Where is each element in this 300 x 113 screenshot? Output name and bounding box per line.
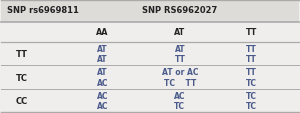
Text: AT: AT xyxy=(175,45,185,54)
Text: AC: AC xyxy=(174,91,186,100)
Text: SNP rs6969811: SNP rs6969811 xyxy=(7,6,79,15)
Text: TC: TC xyxy=(16,73,28,82)
Bar xyxy=(1,66,299,89)
Text: TT: TT xyxy=(246,45,257,54)
Text: AT or AC: AT or AC xyxy=(162,68,198,77)
Text: TT: TT xyxy=(16,50,28,59)
Text: AC: AC xyxy=(97,91,108,100)
Bar xyxy=(1,1,299,23)
Text: AA: AA xyxy=(96,28,109,37)
Text: AT: AT xyxy=(97,45,107,54)
Text: TT: TT xyxy=(246,28,257,37)
Text: TT: TT xyxy=(246,55,257,64)
Bar xyxy=(1,43,299,66)
Text: TC: TC xyxy=(246,101,257,110)
Text: AC: AC xyxy=(97,101,108,110)
Text: TC: TC xyxy=(174,101,185,110)
Text: AT: AT xyxy=(97,55,107,64)
Text: TC    TT: TC TT xyxy=(164,78,196,87)
Text: CC: CC xyxy=(16,96,28,105)
Bar xyxy=(1,89,299,112)
Text: TC: TC xyxy=(246,78,257,87)
Text: AT: AT xyxy=(97,68,107,77)
Text: TC: TC xyxy=(246,91,257,100)
Text: TT: TT xyxy=(174,55,185,64)
Text: TT: TT xyxy=(246,68,257,77)
Text: SNP RS6962027: SNP RS6962027 xyxy=(142,6,218,15)
Text: AC: AC xyxy=(97,78,108,87)
Text: AT: AT xyxy=(174,28,185,37)
